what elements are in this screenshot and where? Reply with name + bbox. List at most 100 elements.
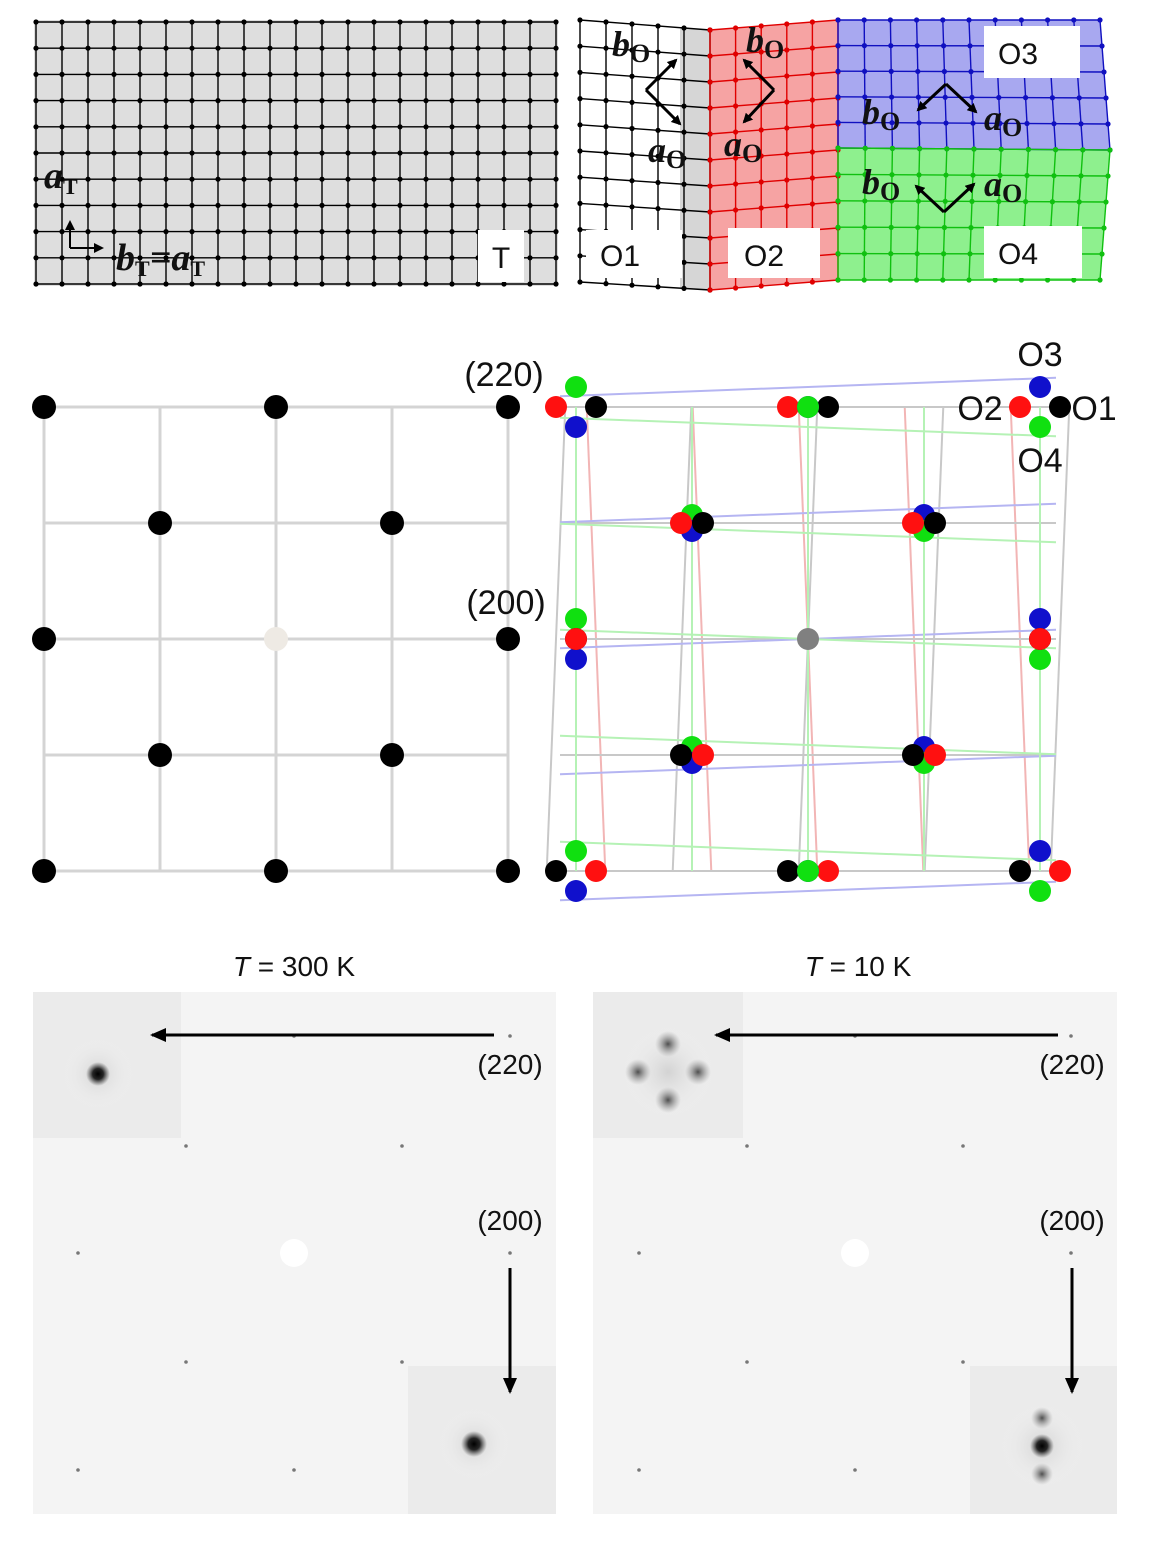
lattice-node [553, 150, 559, 156]
domain-node [681, 103, 687, 109]
lattice-node [527, 19, 533, 25]
lattice-node [85, 45, 91, 51]
o2-label: O2 [744, 240, 784, 273]
domain-node [629, 21, 635, 27]
lattice-node [553, 255, 559, 261]
domain-node [1105, 173, 1111, 179]
domain-node [941, 68, 948, 75]
lattice-node [137, 45, 143, 51]
domain-node [629, 125, 635, 132]
domain-point-o2 [902, 512, 924, 534]
lattice-node [59, 281, 65, 287]
o3-axis-arrows: bO aO [862, 82, 1022, 142]
lattice-node [319, 150, 325, 156]
lattice-node [423, 202, 429, 208]
domain-node [889, 145, 896, 151]
domain-point-o3 [1029, 376, 1051, 398]
lattice-node [215, 150, 221, 156]
reciprocal-lattice-domains: (220) (200) O3 O2 O1 O4 [464, 336, 1117, 902]
domain-node [707, 209, 713, 215]
domain-node [861, 277, 867, 283]
lattice-node [189, 45, 195, 51]
domain-point-o2 [670, 512, 692, 534]
lattice-node [33, 19, 39, 25]
domain-node [809, 97, 816, 103]
domain-node [916, 120, 922, 126]
domain-node [603, 150, 609, 156]
domain-node [835, 171, 841, 177]
lattice-node [111, 229, 117, 235]
lattice-node [449, 45, 455, 51]
o2-point-label: O2 [957, 390, 1002, 428]
domain-point-o1 [1009, 860, 1031, 882]
lattice-node [137, 71, 143, 77]
lattice-node [189, 98, 195, 104]
domain-node [655, 179, 661, 186]
lattice-node [475, 98, 481, 104]
o4-label-box [984, 226, 1082, 278]
lattice-node [137, 281, 143, 287]
domain-node [681, 51, 687, 57]
lattice-node [449, 281, 455, 287]
domain-node [707, 261, 713, 267]
lattice-node [137, 229, 143, 235]
lattice-node [319, 98, 325, 104]
domain-point-o4 [565, 840, 587, 862]
domain-node [809, 279, 816, 285]
lattice-node [345, 176, 351, 182]
domain-point-o2 [692, 744, 714, 766]
domain-node [1024, 172, 1030, 179]
domain-node [603, 19, 609, 25]
lattice-node [111, 98, 117, 104]
peak-220-10k-bottom [655, 1087, 681, 1113]
domain-node [889, 172, 895, 178]
domain-node [835, 224, 841, 230]
lattice-node [449, 229, 455, 235]
domain-point-o1 [692, 512, 714, 534]
lattice-node [85, 98, 91, 104]
domain-node [655, 153, 661, 159]
domain-node [861, 43, 868, 49]
domain-point-o4 [797, 396, 819, 418]
domain-node [758, 283, 764, 289]
lattice-node [345, 202, 351, 208]
domain-node [603, 45, 609, 51]
lattice-node [293, 202, 299, 208]
o1-label: O1 [600, 240, 640, 273]
lattice-node [397, 281, 403, 287]
lattice-node [85, 202, 91, 208]
lattice-node [345, 45, 351, 51]
lattice-node [423, 255, 429, 261]
lattice-node [33, 71, 39, 77]
domain-node [889, 120, 895, 126]
faint-spot [745, 1144, 749, 1148]
lattice-node [163, 176, 169, 182]
lattice-node [163, 255, 169, 261]
domain-point-o2 [1029, 628, 1051, 650]
domain-node [733, 155, 739, 161]
peak-200-10k-bottom [1031, 1463, 1053, 1485]
domain-node [862, 171, 868, 178]
domain-node [629, 152, 635, 158]
domain-point-o4 [1029, 880, 1051, 902]
domain-node [889, 198, 895, 204]
reflection-point [380, 743, 404, 767]
origin-point [797, 628, 819, 650]
faint-spot [745, 1360, 749, 1364]
lattice-node [553, 229, 559, 235]
domain-node [577, 174, 583, 180]
domain-node [707, 79, 713, 85]
lattice-node [553, 202, 559, 208]
lattice-node [215, 229, 221, 235]
lattice-node [137, 150, 143, 156]
label-200-300k: (200) [477, 1205, 542, 1236]
lattice-node [33, 229, 39, 235]
domain-node [809, 45, 816, 51]
peak-220-300k [86, 1062, 110, 1086]
domain-node [629, 99, 635, 105]
lattice-node [501, 150, 507, 156]
domain-node [861, 17, 867, 23]
label-200-10k: (200) [1039, 1205, 1104, 1236]
lattice-node [501, 98, 507, 104]
lattice-node [241, 150, 247, 156]
